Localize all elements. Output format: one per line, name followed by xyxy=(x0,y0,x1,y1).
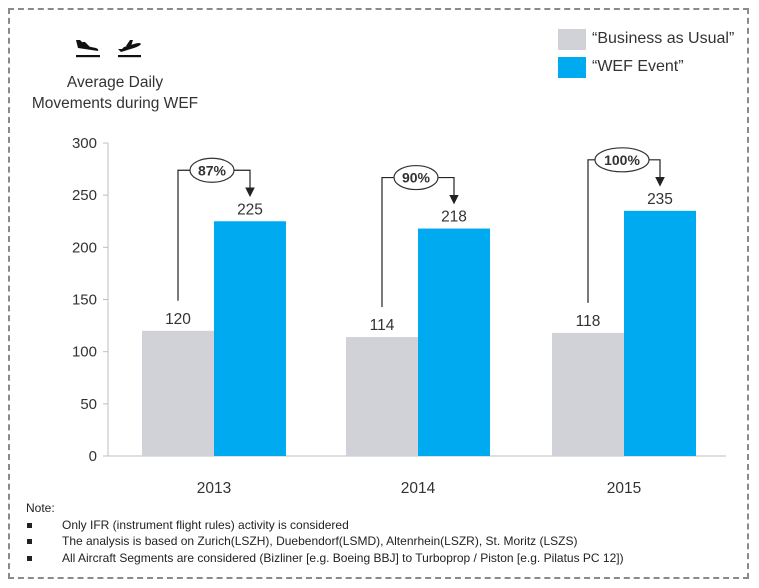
note-item: The analysis is based on Zurich(LSZH), D… xyxy=(26,533,624,550)
chart-frame xyxy=(8,8,749,579)
notes-section: Note: Only IFR (instrument flight rules)… xyxy=(26,500,624,566)
x-tick-label: 2015 xyxy=(607,480,641,497)
growth-label: 100% xyxy=(604,152,640,168)
growth-label: 87% xyxy=(198,162,227,178)
notes-list: Only IFR (instrument flight rules) activ… xyxy=(26,517,624,567)
legend-label: “Business as Usual” xyxy=(592,30,735,47)
growth-label-bubble xyxy=(594,147,650,173)
y-tick-label: 200 xyxy=(72,239,97,256)
legend-label: “WEF Event” xyxy=(592,58,684,75)
notes-heading: Note: xyxy=(26,501,55,515)
bar-value-label: 120 xyxy=(165,311,191,328)
x-tick-label: 2014 xyxy=(401,480,436,497)
growth-label: 90% xyxy=(402,170,431,186)
bar-value-label: 218 xyxy=(441,209,467,226)
growth-label-bubble xyxy=(189,157,235,183)
x-tick-label: 2013 xyxy=(197,480,231,497)
y-tick-label: 0 xyxy=(89,448,97,465)
bar-value-label: 235 xyxy=(647,191,673,208)
growth-label-bubble xyxy=(393,164,439,191)
bar-wef-event xyxy=(214,221,286,456)
note-item: Only IFR (instrument flight rules) activ… xyxy=(26,517,624,534)
bar-value-label: 118 xyxy=(576,313,601,330)
bar-business-as-usual xyxy=(142,330,214,456)
y-tick-label: 150 xyxy=(72,292,97,309)
y-tick-label: 300 xyxy=(72,135,97,152)
airplane-takeoff-icon xyxy=(118,40,141,58)
legend-item-wef-event: “WEF Event” xyxy=(558,56,684,78)
legend-swatch xyxy=(558,28,586,50)
bar-value-label: 225 xyxy=(237,201,263,218)
y-tick-label: 250 xyxy=(72,187,97,204)
bar-value-label: 114 xyxy=(370,317,395,334)
airplane-landing-icon xyxy=(76,40,100,58)
legend-swatch xyxy=(558,56,586,78)
note-item: All Aircraft Segments are considered (Bi… xyxy=(26,550,624,567)
bar-business-as-usual xyxy=(552,332,624,456)
bar-wef-event xyxy=(624,210,696,456)
bar-wef-event xyxy=(418,228,490,456)
chart-title-line-2: Movements during WEF xyxy=(31,95,199,112)
flight-icons xyxy=(76,40,141,58)
legend-item-business-as-usual: “Business as Usual” xyxy=(558,28,734,50)
chart-title-line-1: Average Daily xyxy=(66,74,164,91)
y-tick-label: 100 xyxy=(72,344,97,361)
bar-business-as-usual xyxy=(346,337,418,456)
y-tick-label: 50 xyxy=(80,396,97,413)
